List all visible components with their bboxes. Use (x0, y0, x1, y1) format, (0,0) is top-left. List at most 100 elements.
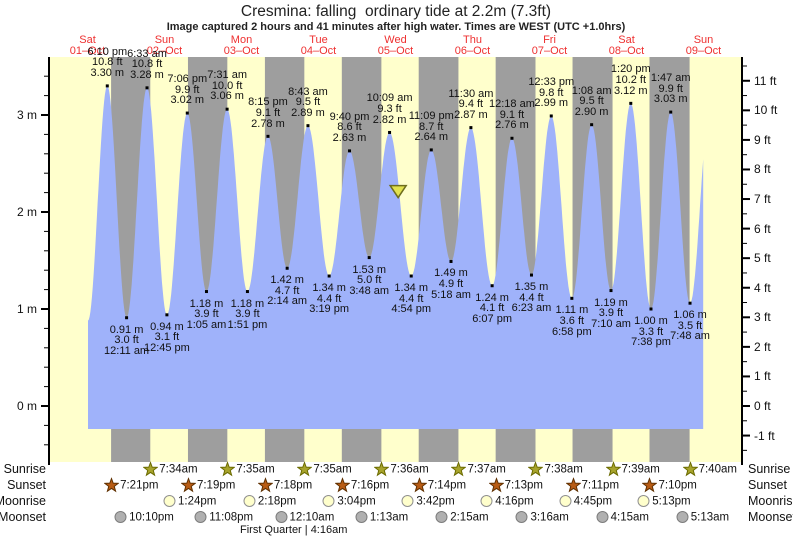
sunrise-event: 7:35am (220, 461, 275, 477)
moonrise-time: 5:13pm (652, 495, 691, 507)
row-label-moonset-right: Moonset (748, 510, 793, 524)
sunrise-star-icon (605, 461, 621, 477)
moonset-event: 1:13am (354, 510, 408, 525)
moon-phase-label: First Quarter | 4:16am (239, 524, 348, 536)
y-axis-right-label: 9 ft (754, 132, 771, 147)
high-tide-label: 1:20 pm 10.2 ft 3.12 m (610, 63, 651, 97)
sunset-star-icon (411, 477, 427, 493)
moonrise-event: 1:24pm (162, 494, 216, 509)
moonrise-event: 2:18pm (242, 494, 296, 509)
tide-extreme-dot (649, 307, 653, 311)
low-tide-label: 1.18 m 3.9 ft 1:05 am (186, 297, 227, 331)
low-tide-label: 1.35 m 4.4 ft 6:23 am (511, 281, 552, 315)
sunrise-event: 7:37am (451, 461, 506, 477)
sunset-event: 7:14pm (411, 477, 466, 493)
tide-extreme-dot (348, 149, 352, 153)
day-label: Sun 09–Oct (685, 34, 722, 57)
sunset-time: 7:18pm (273, 479, 313, 491)
sunset-star-icon (334, 477, 350, 493)
low-tide-label: 1.42 m 4.7 ft 2:14 am (267, 274, 308, 308)
y-axis-right-label: 0 ft (754, 399, 771, 413)
day-label: Mon 03–Oct (223, 34, 260, 57)
sunset-time: 7:10pm (658, 479, 697, 491)
sunrise-event: 7:40am (682, 461, 737, 477)
row-label-sunset-right: Sunset (748, 478, 787, 492)
moonset-event: 3:16am (514, 510, 569, 525)
page-subtitle: Image captured 2 hours and 41 minutes af… (166, 21, 626, 33)
high-tide-label: 7:06 pm 9.9 ft 3.02 m (167, 73, 208, 107)
tide-extreme-dot (105, 84, 109, 88)
day-label: Tue 04–Oct (300, 34, 337, 57)
sunset-time: 7:13pm (504, 479, 543, 491)
moonset-time: 2:15am (450, 511, 489, 523)
high-tide-label: 12:33 pm 9.8 ft 2.99 m (528, 76, 575, 110)
sunrise-star-icon (143, 461, 159, 477)
sunset-star-icon (104, 477, 120, 493)
moonset-event: 11:08pm (193, 510, 253, 525)
sunrise-time: 7:40am (698, 463, 737, 475)
y-axis-right-label: 5 ft (754, 251, 771, 266)
moonset-circle-icon (275, 511, 288, 523)
tide-extreme-dot (669, 110, 673, 114)
tide-extreme-dot (570, 296, 574, 300)
y-axis-left-label: 3 m (16, 108, 37, 122)
moonset-event: 12:10am (274, 510, 334, 525)
row-label-sunrise-right: Sunrise (748, 462, 791, 476)
tide-extreme-dot (590, 123, 594, 127)
y-axis-right-label: 4 ft (754, 280, 771, 295)
low-tide-label: 0.91 m 3.0 ft 12:11 am (104, 323, 150, 357)
day-label: Sat 01–Oct (69, 34, 106, 57)
moonrise-circle-icon (163, 495, 176, 507)
moonrise-event: 3:42pm (400, 494, 455, 509)
y-axis-right-label: 3 ft (754, 310, 771, 325)
moonset-time: 4:15am (610, 511, 649, 523)
low-tide-label: 1.00 m 3.3 ft 7:38 pm (631, 315, 671, 349)
moonrise-time: 3:04pm (337, 495, 376, 507)
current-tide-marker-icon (388, 184, 408, 199)
sunset-star-icon (180, 477, 196, 493)
page-title: Cresmina: falling ordinary tide at 2.2m … (240, 3, 552, 20)
moonset-circle-icon (355, 511, 368, 523)
row-label-moonrise-right: Moonrise (748, 494, 793, 508)
moonrise-event: 4:16pm (479, 494, 534, 509)
sunrise-time: 7:35am (236, 463, 275, 475)
high-tide-label: 8:43 am 9.5 ft 2.89 m (288, 85, 328, 120)
moonrise-time: 1:24pm (177, 495, 217, 507)
sunrise-time: 7:39am (621, 463, 660, 475)
tide-extreme-dot (204, 290, 208, 294)
tide-extreme-dot (469, 126, 473, 130)
sunrise-time: 7:37am (467, 463, 506, 475)
high-tide-label: 7:31 am 10.0 ft 3.06 m (207, 69, 247, 103)
y-axis-right-label: 10 ft (754, 103, 778, 118)
low-tide-label: 1.11 m 3.6 ft 6:58 pm (551, 304, 592, 338)
day-label: Thu 06–Oct (454, 34, 491, 57)
sunset-event: 7:16pm (334, 477, 389, 493)
tide-extreme-dot (245, 290, 249, 294)
low-tide-label: 1.53 m 5.0 ft 3:48 am (349, 263, 390, 297)
moonset-time: 10:10pm (129, 511, 174, 523)
tide-extreme-dot (490, 284, 494, 288)
moonrise-circle-icon (480, 495, 493, 507)
row-label-moonrise-left: Moonrise (0, 494, 46, 508)
moonrise-circle-icon (322, 495, 335, 507)
y-axis-right-label: -1 ft (754, 428, 775, 443)
tide-extreme-dot (225, 107, 229, 111)
tide-extreme-dot (549, 114, 553, 118)
low-tide-label: 1.24 m 4.1 ft 6:07 pm (472, 291, 512, 325)
sunrise-star-icon (220, 461, 236, 477)
moonset-time: 11:08pm (209, 511, 254, 523)
tide-extreme-dot (609, 289, 613, 293)
y-axis-right-label: 1 ft (754, 369, 771, 384)
moonset-time: 5:13am (690, 511, 730, 523)
low-tide-label: 1.34 m 4.4 ft 4:54 pm (391, 282, 432, 316)
low-tide-label: 1.06 m 3.5 ft 7:48 am (670, 309, 710, 343)
sunset-time: 7:11pm (581, 479, 620, 491)
day-label: Sat 08–Oct (608, 34, 645, 57)
moonset-event: 10:10pm (113, 510, 174, 525)
high-tide-label: 1:08 am 9.5 ft 2.90 m (571, 84, 612, 119)
y-axis-right-label: 8 ft (754, 162, 771, 177)
moonset-circle-icon (596, 511, 609, 523)
tide-extreme-dot (266, 134, 270, 138)
sunrise-event: 7:36am (374, 461, 429, 477)
